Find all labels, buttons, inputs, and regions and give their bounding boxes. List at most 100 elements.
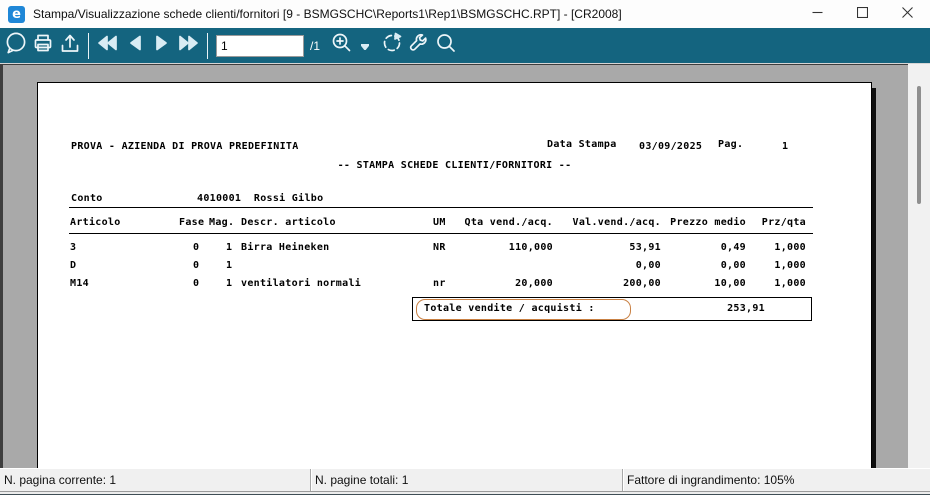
window-title: Stampa/Visualizzazione schede clienti/fo… (33, 7, 622, 21)
table-row: 3 0 1 Birra Heineken NR 110,000 53,91 0,… (38, 242, 871, 254)
cell-qta: 20,000 (515, 278, 553, 289)
status-zoom-factor-text: Fattore di ingrandimento: 105% (627, 473, 795, 487)
zoom-in-icon (331, 32, 353, 59)
search-icon (435, 32, 457, 59)
report-viewport[interactable]: PROVA - AZIENDA DI PROVA PREDEFINITA Dat… (0, 63, 930, 468)
close-button[interactable] (885, 0, 930, 28)
setup-button[interactable] (405, 31, 432, 61)
cell-descr: Birra Heineken (241, 242, 330, 253)
column-header-fase: Fase (179, 217, 205, 228)
column-header-val: Val.vend./acq. (572, 217, 661, 228)
page-value: 1 (782, 141, 789, 152)
column-header-prezzo-medio: Prezzo medio (670, 217, 746, 228)
total-box: Totale vendite / acquisti : 253,91 (412, 297, 812, 321)
titlebar: e Stampa/Visualizzazione schede clienti/… (0, 0, 930, 28)
cell-articolo: D (70, 260, 77, 271)
table-row: D 0 1 0,00 0,00 1,000 (38, 260, 871, 272)
cell-mag: 1 (226, 260, 233, 271)
status-total-pages: N. pagine totali: 1 (310, 469, 622, 491)
cell-val: 200,00 (623, 278, 661, 289)
group-tree-toggle-button[interactable] (2, 31, 29, 61)
cell-prezzo-medio: 0,49 (720, 242, 746, 253)
page-total-label: /1 (310, 38, 321, 53)
close-icon (902, 5, 913, 23)
cell-qta: 110,000 (508, 242, 553, 253)
cell-articolo: M14 (70, 278, 89, 289)
account-value: 4010001 Rossi Gilbo (197, 193, 324, 204)
cell-articolo: 3 (70, 242, 77, 253)
total-value: 253,91 (727, 303, 765, 314)
table-rule-top (69, 207, 813, 208)
cell-mag: 1 (226, 242, 233, 253)
page-label: Pag. (718, 139, 744, 150)
setup-wrench-icon (408, 32, 430, 59)
print-button[interactable] (29, 31, 56, 61)
date-stamp-label: Data Stampa (547, 139, 617, 150)
cell-fase: 0 (193, 242, 200, 253)
toolbar-separator (207, 32, 208, 59)
column-header-um: UM (433, 217, 446, 228)
column-header-articolo: Articolo (70, 217, 121, 228)
last-page-button[interactable] (175, 31, 202, 61)
cell-prezzo-medio: 0,00 (720, 260, 746, 271)
report-page: PROVA - AZIENDA DI PROVA PREDEFINITA Dat… (37, 82, 872, 468)
report-subtitle: -- STAMPA SCHEDE CLIENTI/FORNITORI -- (337, 160, 572, 171)
zoom-dropdown-button[interactable] (351, 31, 378, 61)
status-zoom-factor: Fattore di ingrandimento: 105% (622, 469, 930, 491)
cell-um: NR (433, 242, 446, 253)
table-row: M14 0 1 ventilatori normali nr 20,000 20… (38, 278, 871, 290)
first-page-icon (97, 34, 118, 57)
first-page-button[interactable] (94, 31, 121, 61)
maximize-button[interactable] (840, 0, 885, 28)
refresh-button[interactable] (378, 31, 405, 61)
table-rule-header (69, 233, 813, 234)
cell-prz-qta: 1,000 (774, 242, 806, 253)
cell-fase: 0 (193, 278, 200, 289)
cell-descr: ventilatori normali (241, 278, 362, 289)
cell-prz-qta: 1,000 (774, 278, 806, 289)
app-icon: e (8, 5, 25, 23)
refresh-icon (381, 32, 403, 59)
maximize-icon (856, 5, 869, 23)
cell-val: 53,91 (629, 242, 661, 253)
print-icon (32, 32, 54, 59)
account-label: Conto (71, 193, 103, 204)
minimize-button[interactable] (795, 0, 840, 28)
cell-fase: 0 (193, 260, 200, 271)
date-stamp-value: 03/09/2025 (639, 141, 703, 152)
search-button[interactable] (432, 31, 459, 61)
column-header-descr: Descr. articolo (241, 217, 336, 228)
export-button[interactable] (56, 31, 83, 61)
cell-prz-qta: 1,000 (774, 260, 806, 271)
statusbar: N. pagina corrente: 1 N. pagine totali: … (0, 468, 930, 491)
column-header-mag: Mag. (209, 217, 235, 228)
total-label-box: Totale vendite / acquisti : (416, 299, 631, 320)
next-page-icon (154, 34, 170, 57)
balloon-icon (5, 31, 27, 60)
cell-mag: 1 (226, 278, 233, 289)
scrollbar-thumb[interactable] (917, 86, 921, 204)
company-header: PROVA - AZIENDA DI PROVA PREDEFINITA (71, 141, 299, 152)
window-bottom-edge (0, 491, 930, 495)
status-total-pages-text: N. pagine totali: 1 (315, 473, 409, 487)
last-page-icon (178, 34, 199, 57)
toolbar: /1 (0, 28, 930, 63)
cell-um: nr (433, 278, 446, 289)
status-current-page-text: N. pagina corrente: 1 (4, 473, 117, 487)
toolbar-separator (88, 32, 89, 59)
next-page-button[interactable] (148, 31, 175, 61)
cell-prezzo-medio: 10,00 (714, 278, 746, 289)
app-icon-glyph: e (12, 6, 21, 22)
table-header-row: Articolo Fase Mag. Descr. articolo UM Qt… (38, 217, 871, 229)
previous-page-icon (127, 34, 143, 57)
zoom-dropdown-icon (359, 37, 370, 55)
column-header-prz-qta: Prz/qta (761, 217, 806, 228)
page-number-input[interactable] (216, 34, 304, 57)
previous-page-button[interactable] (121, 31, 148, 61)
vertical-scrollbar[interactable] (908, 64, 930, 468)
minimize-icon (812, 5, 823, 23)
zoom-button[interactable] (328, 31, 355, 61)
total-label: Totale vendite / acquisti : (424, 303, 595, 314)
status-current-page: N. pagina corrente: 1 (0, 469, 310, 491)
